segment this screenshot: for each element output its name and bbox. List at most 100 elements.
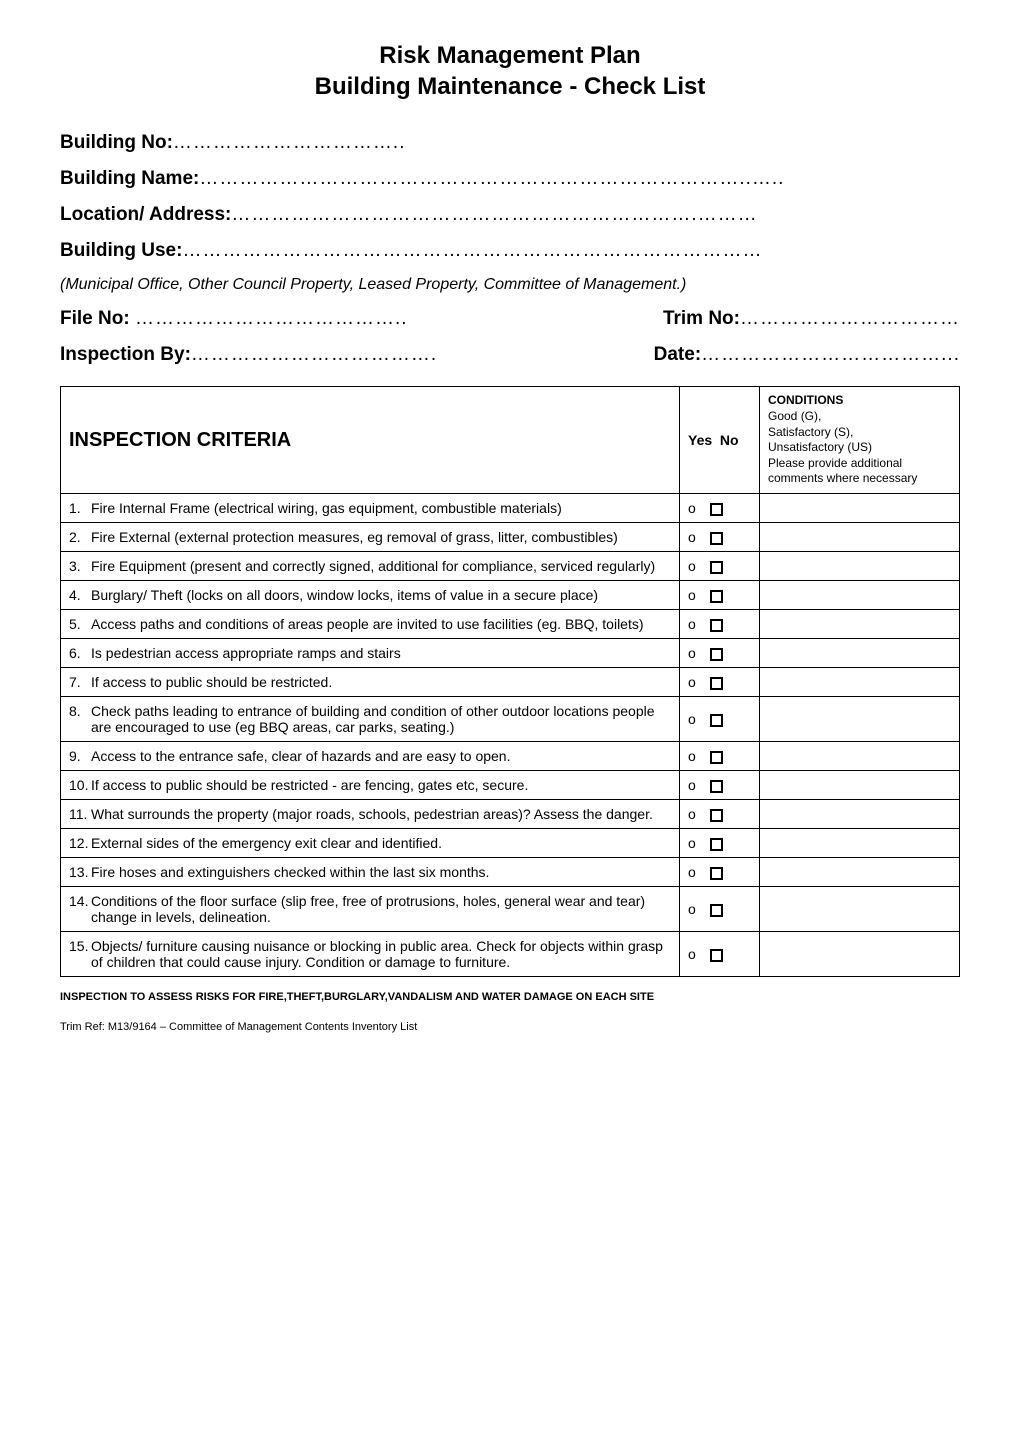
yes-mark[interactable]: o bbox=[688, 616, 696, 632]
no-checkbox[interactable] bbox=[710, 503, 723, 516]
yes-no-cell: o bbox=[680, 696, 760, 741]
no-checkbox[interactable] bbox=[710, 867, 723, 880]
row-number: 7. bbox=[69, 674, 91, 690]
criteria-cell: 13.Fire hoses and extinguishers checked … bbox=[61, 857, 680, 886]
criteria-cell: 3.Fire Equipment (present and correctly … bbox=[61, 551, 680, 580]
field-building-name: Building Name:……………………………………………………………………… bbox=[60, 168, 960, 190]
field-building-use: Building Use:………………………………………………………………………… bbox=[60, 240, 960, 262]
table-row: 12.External sides of the emergency exit … bbox=[61, 828, 960, 857]
no-checkbox[interactable] bbox=[710, 809, 723, 822]
yes-mark[interactable]: o bbox=[688, 711, 696, 727]
conditions-cell bbox=[760, 522, 960, 551]
row-text: Is pedestrian access appropriate ramps a… bbox=[91, 645, 671, 661]
criteria-cell: 15.Objects/ furniture causing nuisance o… bbox=[61, 931, 680, 976]
yes-mark[interactable]: o bbox=[688, 946, 696, 962]
conditions-body: Good (G), Satisfactory (S), Unsatisfacto… bbox=[768, 409, 917, 485]
row-text: What surrounds the property (major roads… bbox=[91, 806, 671, 822]
no-checkbox[interactable] bbox=[710, 590, 723, 603]
table-row: 9.Access to the entrance safe, clear of … bbox=[61, 741, 960, 770]
conditions-cell bbox=[760, 696, 960, 741]
building-use-label: Building Use bbox=[60, 240, 176, 261]
dots: ………………………………….. bbox=[135, 308, 408, 329]
yes-mark[interactable]: o bbox=[688, 529, 696, 545]
municipal-note: (Municipal Office, Other Council Propert… bbox=[60, 276, 960, 294]
yes-no-cell: o bbox=[680, 741, 760, 770]
trim-ref: Trim Ref: M13/9164 – Committee of Manage… bbox=[60, 1021, 960, 1033]
inspection-by-field: Inspection By:………………………………. bbox=[60, 344, 437, 366]
yes-no-cell: o bbox=[680, 609, 760, 638]
yes-mark[interactable]: o bbox=[688, 645, 696, 661]
yes-mark[interactable]: o bbox=[688, 500, 696, 516]
dots: ………………………………………………………………………..….. bbox=[199, 168, 784, 189]
criteria-cell: 14.Conditions of the floor surface (slip… bbox=[61, 886, 680, 931]
building-name-label: Building Name bbox=[60, 168, 193, 189]
no-checkbox[interactable] bbox=[710, 838, 723, 851]
row-text: External sides of the emergency exit cle… bbox=[91, 835, 671, 851]
no-checkbox[interactable] bbox=[710, 714, 723, 727]
trim-no-label: Trim No: bbox=[663, 308, 740, 329]
title-line-2: Building Maintenance - Check List bbox=[60, 71, 960, 102]
conditions-cell bbox=[760, 857, 960, 886]
row-text: Fire Internal Frame (electrical wiring, … bbox=[91, 500, 671, 516]
criteria-cell: 10.If access to public should be restric… bbox=[61, 770, 680, 799]
yes-mark[interactable]: o bbox=[688, 806, 696, 822]
yes-no-cell: o bbox=[680, 580, 760, 609]
table-header-row: INSPECTION CRITERIA Yes No CONDITIONS Go… bbox=[61, 387, 960, 494]
criteria-cell: 2.Fire External (external protection mea… bbox=[61, 522, 680, 551]
table-row: 5.Access paths and conditions of areas p… bbox=[61, 609, 960, 638]
header-yes-no: Yes No bbox=[680, 387, 760, 494]
no-checkbox[interactable] bbox=[710, 648, 723, 661]
yes-mark[interactable]: o bbox=[688, 777, 696, 793]
no-checkbox[interactable] bbox=[710, 751, 723, 764]
row-text: Access to the entrance safe, clear of ha… bbox=[91, 748, 671, 764]
yes-mark[interactable]: o bbox=[688, 748, 696, 764]
conditions-cell bbox=[760, 770, 960, 799]
table-row: 14.Conditions of the floor surface (slip… bbox=[61, 886, 960, 931]
row-number: 14. bbox=[69, 893, 91, 925]
file-no-field: File No: ………………………………….. bbox=[60, 308, 408, 330]
no-checkbox[interactable] bbox=[710, 561, 723, 574]
yes-mark[interactable]: o bbox=[688, 864, 696, 880]
file-no-label: File No bbox=[60, 308, 123, 329]
yes-mark[interactable]: o bbox=[688, 901, 696, 917]
yes-mark[interactable]: o bbox=[688, 587, 696, 603]
row-text: If access to public should be restricted… bbox=[91, 777, 671, 793]
criteria-cell: 12.External sides of the emergency exit … bbox=[61, 828, 680, 857]
row-number: 12. bbox=[69, 835, 91, 851]
row-number: 4. bbox=[69, 587, 91, 603]
dots: …………………………………………………………….……… bbox=[231, 204, 757, 225]
conditions-cell bbox=[760, 609, 960, 638]
row-text: Fire Equipment (present and correctly si… bbox=[91, 558, 671, 574]
no-checkbox[interactable] bbox=[710, 780, 723, 793]
yes-mark[interactable]: o bbox=[688, 558, 696, 574]
row-number: 3. bbox=[69, 558, 91, 574]
criteria-cell: 8.Check paths leading to entrance of bui… bbox=[61, 696, 680, 741]
row-number: 2. bbox=[69, 529, 91, 545]
row-number: 5. bbox=[69, 616, 91, 632]
no-checkbox[interactable] bbox=[710, 949, 723, 962]
date-label: Date: bbox=[654, 344, 702, 365]
no-checkbox[interactable] bbox=[710, 677, 723, 690]
row-inspection-date: Inspection By:………………………………. Date:…………………… bbox=[60, 344, 960, 366]
criteria-cell: 7.If access to public should be restrict… bbox=[61, 667, 680, 696]
no-checkbox[interactable] bbox=[710, 904, 723, 917]
date-field: Date:………………………………... bbox=[654, 344, 960, 366]
yes-no-cell: o bbox=[680, 799, 760, 828]
yes-mark[interactable]: o bbox=[688, 674, 696, 690]
row-number: 15. bbox=[69, 938, 91, 970]
location-label: Location/ Address bbox=[60, 204, 225, 225]
table-row: 11.What surrounds the property (major ro… bbox=[61, 799, 960, 828]
yes-mark[interactable]: o bbox=[688, 835, 696, 851]
row-text: If access to public should be restricted… bbox=[91, 674, 671, 690]
dots: …………………………….. bbox=[173, 132, 406, 153]
trim-no-field: Trim No:…………………………… bbox=[663, 308, 960, 330]
yes-no-cell: o bbox=[680, 770, 760, 799]
conditions-cell bbox=[760, 638, 960, 667]
table-row: 1.Fire Internal Frame (electrical wiring… bbox=[61, 493, 960, 522]
conditions-cell bbox=[760, 799, 960, 828]
no-checkbox[interactable] bbox=[710, 619, 723, 632]
conditions-cell bbox=[760, 886, 960, 931]
no-checkbox[interactable] bbox=[710, 532, 723, 545]
inspection-by-label: Inspection By: bbox=[60, 344, 191, 365]
table-row: 6.Is pedestrian access appropriate ramps… bbox=[61, 638, 960, 667]
